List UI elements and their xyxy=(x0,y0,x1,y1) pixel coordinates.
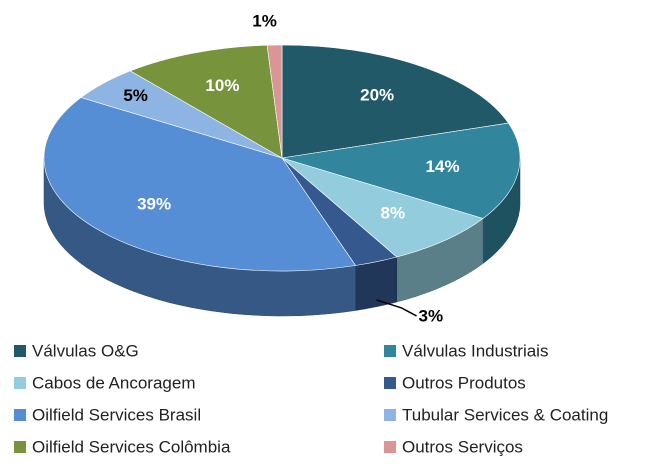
data-label: 14% xyxy=(426,157,460,176)
slice xyxy=(266,44,283,159)
legend: Válvulas O&G Válvulas Industriais Cabos de… xyxy=(14,341,608,456)
legend-swatch xyxy=(384,377,396,389)
legend-swatch xyxy=(14,441,26,453)
legend-swatch xyxy=(384,345,396,357)
legend-label: Tubular Services & Coating xyxy=(402,405,608,424)
slice-side xyxy=(355,256,397,311)
pie-labels: 20% 14% 8% 3% 39% 5% 10% 1% xyxy=(123,11,459,325)
slice xyxy=(281,157,484,258)
slice xyxy=(281,122,521,219)
legend-label: Válvulas Industriais xyxy=(402,341,548,360)
data-label: 10% xyxy=(205,76,239,95)
slice xyxy=(43,97,357,272)
data-label: 3% xyxy=(419,306,444,325)
legend-swatch xyxy=(14,409,26,421)
legend-label: Oilfield Services Colômbia xyxy=(32,437,231,456)
legend-swatch xyxy=(384,441,396,453)
data-label: 8% xyxy=(380,203,405,222)
legend-swatch xyxy=(14,345,26,357)
leader-line xyxy=(376,299,417,317)
data-label: 39% xyxy=(137,195,171,214)
pie-tops xyxy=(43,44,521,272)
slice xyxy=(129,44,283,159)
slice xyxy=(281,44,509,159)
legend-label: Válvulas O&G xyxy=(32,341,139,360)
data-label: 20% xyxy=(360,85,394,104)
legend-swatch xyxy=(384,409,396,421)
legend-label: Cabos de Ancoragem xyxy=(32,373,196,392)
legend-label: Oilfield Services Brasil xyxy=(32,405,201,424)
legend-label: Outros Produtos xyxy=(402,373,526,392)
legend-swatch xyxy=(14,377,26,389)
legend-label: Outros Serviços xyxy=(402,437,523,456)
data-label: 1% xyxy=(252,11,277,30)
data-label: 5% xyxy=(123,86,148,105)
pie-sides xyxy=(43,157,521,317)
